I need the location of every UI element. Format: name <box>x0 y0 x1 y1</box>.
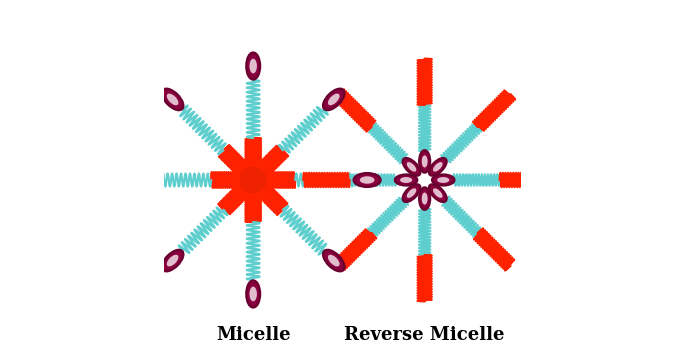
Text: Micelle: Micelle <box>216 326 290 344</box>
Ellipse shape <box>395 175 417 185</box>
Ellipse shape <box>407 188 416 198</box>
Ellipse shape <box>353 173 381 187</box>
Ellipse shape <box>403 184 420 202</box>
Ellipse shape <box>249 287 257 301</box>
Ellipse shape <box>247 280 260 307</box>
Ellipse shape <box>166 94 179 105</box>
Ellipse shape <box>422 155 427 167</box>
Ellipse shape <box>419 150 430 172</box>
Ellipse shape <box>407 162 416 172</box>
Ellipse shape <box>400 177 412 183</box>
Ellipse shape <box>403 158 420 176</box>
Ellipse shape <box>162 250 183 271</box>
Ellipse shape <box>433 162 443 172</box>
Ellipse shape <box>328 255 340 266</box>
Ellipse shape <box>323 250 345 271</box>
Ellipse shape <box>126 173 153 187</box>
Ellipse shape <box>247 53 260 80</box>
Circle shape <box>240 166 266 194</box>
Ellipse shape <box>437 177 449 183</box>
Ellipse shape <box>360 176 375 184</box>
Ellipse shape <box>249 59 257 73</box>
Ellipse shape <box>433 188 443 198</box>
Text: Reverse Micelle: Reverse Micelle <box>345 326 505 344</box>
Ellipse shape <box>132 176 147 184</box>
Ellipse shape <box>419 188 430 210</box>
Ellipse shape <box>166 255 179 266</box>
Ellipse shape <box>432 175 454 185</box>
Ellipse shape <box>422 193 427 205</box>
Ellipse shape <box>328 94 340 105</box>
Ellipse shape <box>429 184 447 202</box>
Ellipse shape <box>429 158 447 176</box>
Ellipse shape <box>323 89 345 110</box>
Ellipse shape <box>162 89 183 110</box>
